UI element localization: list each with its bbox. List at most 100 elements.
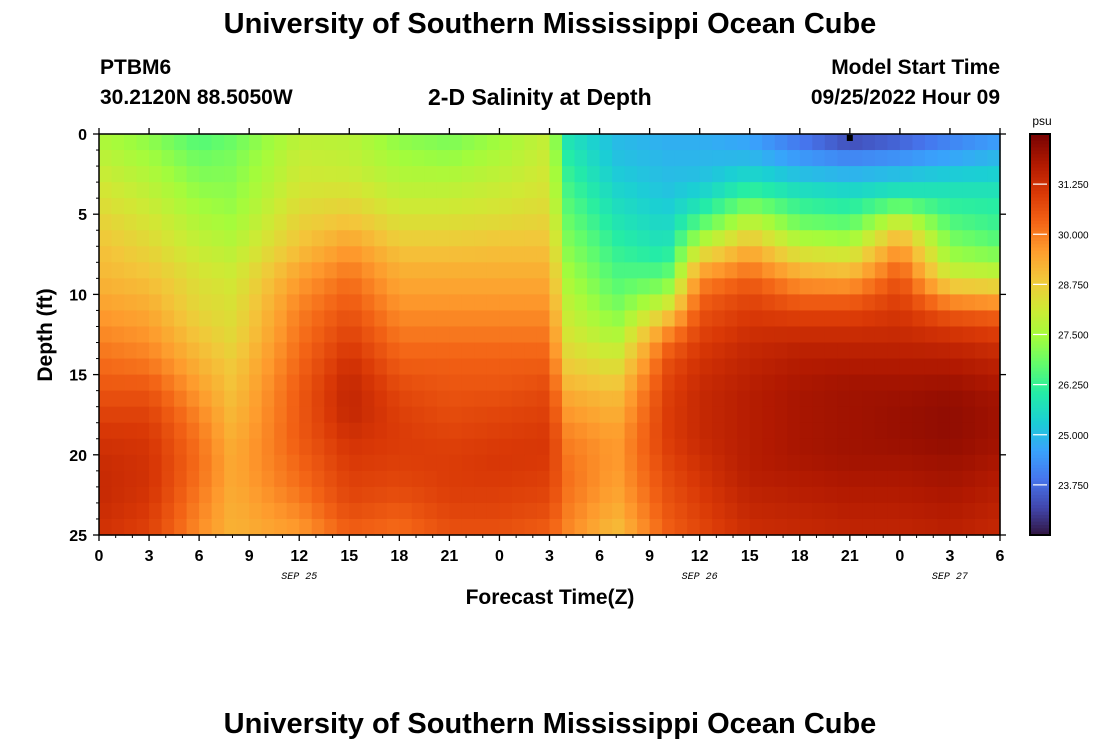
heatmap-cell <box>974 246 989 263</box>
heatmap-cell <box>624 310 638 328</box>
heatmap-cell <box>837 454 851 472</box>
heatmap-cell <box>562 230 576 247</box>
heatmap-cell <box>336 294 350 312</box>
heatmap-cell <box>787 262 801 279</box>
colorbar-swatch <box>1030 324 1050 329</box>
heatmap-cell <box>837 262 851 279</box>
heatmap-cell <box>787 246 801 263</box>
heatmap-cell <box>724 438 738 456</box>
heatmap-cell <box>124 406 138 424</box>
heatmap-cell <box>361 326 375 344</box>
heatmap-cell <box>249 182 263 199</box>
heatmap-cell <box>461 342 476 360</box>
heatmap-cell <box>299 422 313 440</box>
heatmap-cell <box>724 198 738 215</box>
heatmap-cell <box>774 518 788 536</box>
heatmap-cell <box>261 518 275 536</box>
heatmap-cell <box>899 262 913 279</box>
heatmap-cell <box>436 166 450 183</box>
heatmap-cell <box>436 358 450 376</box>
heatmap-cell <box>236 390 250 408</box>
heatmap-cell <box>436 326 450 344</box>
heatmap-cell <box>887 278 901 295</box>
heatmap-cell <box>587 294 601 312</box>
heatmap-cell <box>299 342 313 360</box>
heatmap-cell <box>587 406 601 424</box>
heatmap-cell <box>862 246 876 263</box>
heatmap-cell <box>549 406 563 424</box>
heatmap-cell <box>124 518 138 536</box>
heatmap-cell <box>587 486 601 504</box>
heatmap-cell <box>862 342 876 360</box>
heatmap-cell <box>386 134 400 151</box>
heatmap-cell <box>549 310 563 328</box>
heatmap-cell <box>199 390 213 408</box>
heatmap-cell <box>211 342 225 360</box>
heatmap-cell <box>837 342 851 360</box>
heatmap-cell <box>236 310 250 328</box>
heatmap-cell <box>824 150 838 167</box>
heatmap-cell <box>249 198 263 215</box>
heatmap-cell <box>299 438 313 456</box>
heatmap-cell <box>674 230 688 247</box>
heatmap-cell <box>924 422 939 440</box>
heatmap-cell <box>461 438 476 456</box>
heatmap-cell <box>887 518 901 536</box>
heatmap-cell <box>536 134 551 151</box>
heatmap-cell <box>311 278 325 295</box>
heatmap-cell <box>899 502 913 520</box>
heatmap-cell <box>524 230 538 247</box>
heatmap-cell <box>824 374 838 392</box>
heatmap-cell <box>649 150 663 167</box>
heatmap-cell <box>924 278 939 295</box>
heatmap-cell <box>474 230 488 247</box>
colorbar-swatch <box>1030 391 1050 396</box>
heatmap-cell <box>799 390 813 408</box>
heatmap-cell <box>649 278 663 295</box>
heatmap-cell <box>937 454 951 472</box>
x-tick-label: 12 <box>691 548 709 565</box>
colorbar-swatch <box>1030 200 1050 205</box>
heatmap-cell <box>311 310 325 328</box>
heatmap-cell <box>524 150 538 167</box>
heatmap-cell <box>949 230 964 247</box>
heatmap-cell <box>887 326 901 344</box>
heatmap-cell <box>662 518 676 536</box>
heatmap-cell <box>386 262 400 279</box>
heatmap-cell <box>186 454 200 472</box>
colorbar-swatch <box>1030 491 1050 496</box>
heatmap-cell <box>662 246 676 263</box>
heatmap-cell <box>261 262 275 279</box>
heatmap-cell <box>499 166 513 183</box>
heatmap-cell <box>286 182 300 199</box>
colorbar-swatch <box>1030 297 1050 302</box>
colorbar-swatch <box>1030 428 1050 433</box>
page-title: University of Southern Mississippi Ocean… <box>223 8 877 40</box>
heatmap-cell <box>511 294 526 312</box>
heatmap-cell <box>261 390 275 408</box>
heatmap-cell <box>499 502 513 520</box>
heatmap-cell <box>449 406 463 424</box>
heatmap-cell <box>461 502 476 520</box>
heatmap-cell <box>699 150 713 167</box>
heatmap-cell <box>499 310 513 328</box>
heatmap-cell <box>261 342 275 360</box>
heatmap-cell <box>99 278 113 295</box>
heatmap-cell <box>737 310 751 328</box>
heatmap-cell <box>624 422 638 440</box>
heatmap-cell <box>299 294 313 312</box>
heatmap-cell <box>161 134 175 151</box>
heatmap-cell <box>274 150 288 167</box>
heatmap-cell <box>762 358 776 376</box>
colorbar-swatch <box>1030 484 1050 489</box>
heatmap-cell <box>361 182 375 199</box>
heatmap-cell <box>361 422 375 440</box>
heatmap-cell <box>612 502 626 520</box>
heatmap-cell <box>199 246 213 263</box>
heatmap-cell <box>924 246 939 263</box>
heatmap-cell <box>99 294 113 312</box>
heatmap-cell <box>236 278 250 295</box>
heatmap-cell <box>737 294 751 312</box>
heatmap-cell <box>324 390 338 408</box>
heatmap-cell <box>536 166 551 183</box>
